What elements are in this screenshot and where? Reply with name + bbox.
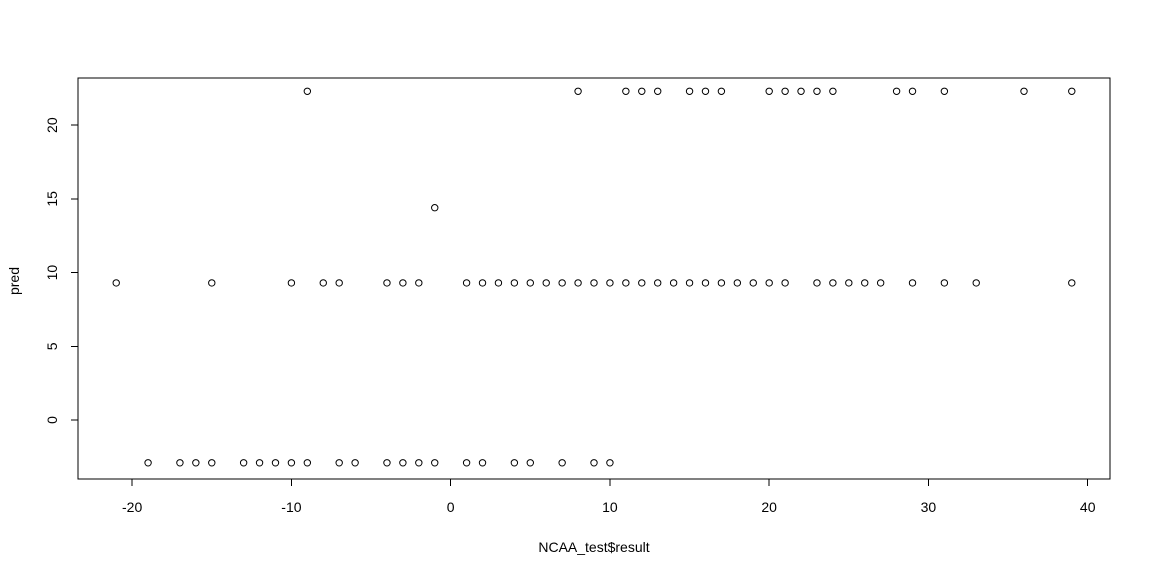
data-point (287, 459, 296, 467)
data-point (399, 459, 407, 467)
data-point (192, 459, 200, 467)
data-point (797, 87, 805, 95)
data-point (462, 279, 471, 287)
plot-layer: -20 -10 0 10 20 30 40 0 5 10 15 20 (44, 77, 1111, 515)
x-tick-label: -10 (281, 499, 301, 515)
y-tick-label: 15 (44, 191, 60, 207)
data-point (908, 279, 917, 287)
data-point (510, 279, 519, 287)
data-point (239, 459, 248, 467)
data-point (574, 279, 582, 287)
data-point (526, 279, 534, 287)
data-point (1068, 279, 1076, 287)
data-point (478, 459, 487, 467)
data-point (813, 279, 821, 287)
data-point (558, 279, 566, 287)
data-point (845, 279, 853, 287)
data-point (654, 279, 662, 287)
data-point (654, 87, 662, 95)
plot-frame (77, 77, 1111, 480)
data-point (558, 459, 566, 467)
data-point (431, 204, 439, 212)
data-point (622, 87, 630, 95)
data-point (829, 87, 837, 95)
data-point (287, 279, 296, 287)
data-point (399, 279, 407, 287)
data-point (701, 279, 710, 287)
y-tick-label: 10 (44, 265, 60, 281)
data-point (590, 279, 598, 287)
data-point (892, 87, 901, 95)
x-tick-label: 0 (447, 499, 455, 515)
data-point (908, 87, 917, 95)
data-point (765, 279, 773, 287)
data-point (526, 459, 534, 467)
y-axis-label: pred (6, 267, 22, 295)
data-point (717, 87, 726, 95)
data-point (431, 459, 439, 467)
data-point (861, 279, 869, 287)
data-point (415, 279, 423, 287)
data-point (478, 279, 487, 287)
data-point (1068, 87, 1076, 95)
data-point (271, 459, 280, 467)
data-point (685, 87, 694, 95)
x-axis-label: NCAA_test$result (538, 539, 649, 555)
data-point (112, 279, 120, 287)
data-point (319, 279, 327, 287)
data-point (542, 279, 550, 287)
data-point (383, 279, 391, 287)
data-point (749, 279, 757, 287)
data-point (638, 279, 646, 287)
y-tick-label: 20 (44, 117, 60, 133)
data-point (255, 459, 264, 467)
data-point (972, 279, 980, 287)
data-point (303, 459, 312, 467)
data-point (733, 279, 742, 287)
data-point (638, 87, 646, 95)
data-point (351, 459, 359, 467)
data-point (829, 279, 837, 287)
data-point (606, 279, 614, 287)
data-point (781, 279, 789, 287)
data-point (494, 279, 503, 287)
data-point (335, 279, 343, 287)
data-point (701, 87, 710, 95)
data-point (208, 279, 216, 287)
data-point (383, 459, 391, 467)
data-point (415, 459, 423, 467)
data-point (717, 279, 726, 287)
data-point (940, 87, 949, 95)
x-tick-label: 20 (761, 499, 777, 515)
data-point (510, 459, 519, 467)
data-point (335, 459, 343, 467)
data-point (940, 279, 949, 287)
data-point (208, 459, 216, 467)
data-point (781, 87, 789, 95)
data-point (176, 459, 184, 467)
data-point (606, 459, 614, 467)
data-point (669, 279, 678, 287)
data-point (144, 459, 152, 467)
y-tick-label: 5 (44, 342, 60, 350)
x-tick-label: 40 (1080, 499, 1096, 515)
y-tick-label: 0 (44, 416, 60, 424)
x-tick-label: 10 (602, 499, 618, 515)
data-point (1020, 87, 1028, 95)
data-point (590, 459, 598, 467)
data-point (574, 87, 582, 95)
data-point (876, 279, 885, 287)
data-point (765, 87, 773, 95)
data-point (622, 279, 630, 287)
data-point (303, 87, 312, 95)
data-point (462, 459, 471, 467)
x-tick-label: -20 (122, 499, 142, 515)
x-tick-label: 30 (921, 499, 937, 515)
data-point (813, 87, 821, 95)
data-point (685, 279, 694, 287)
